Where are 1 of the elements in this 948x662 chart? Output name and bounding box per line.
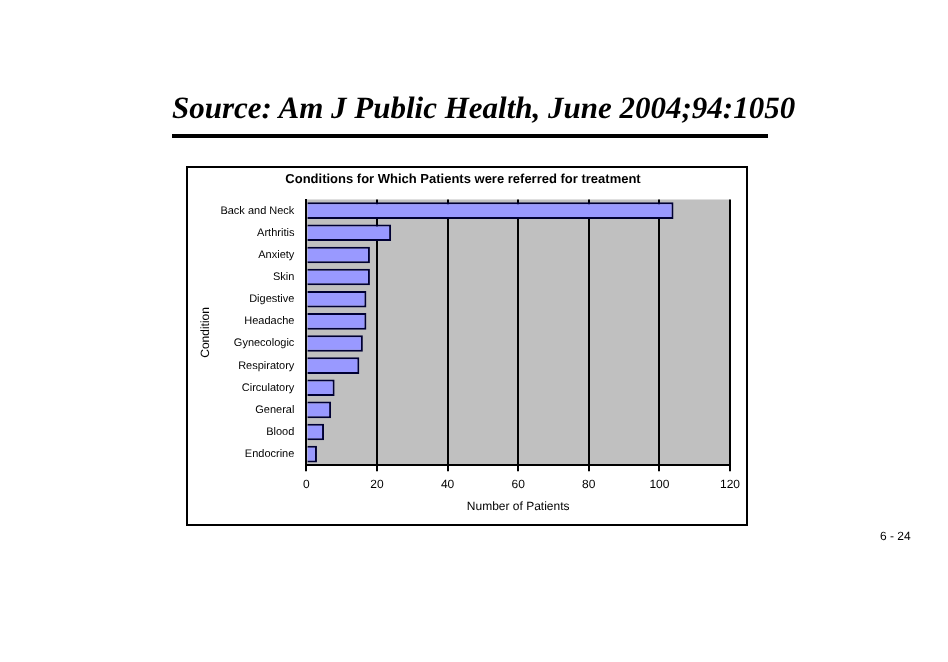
source-note: Source: Am J Public Health, June 2004;94:1050 bbox=[172, 92, 796, 130]
